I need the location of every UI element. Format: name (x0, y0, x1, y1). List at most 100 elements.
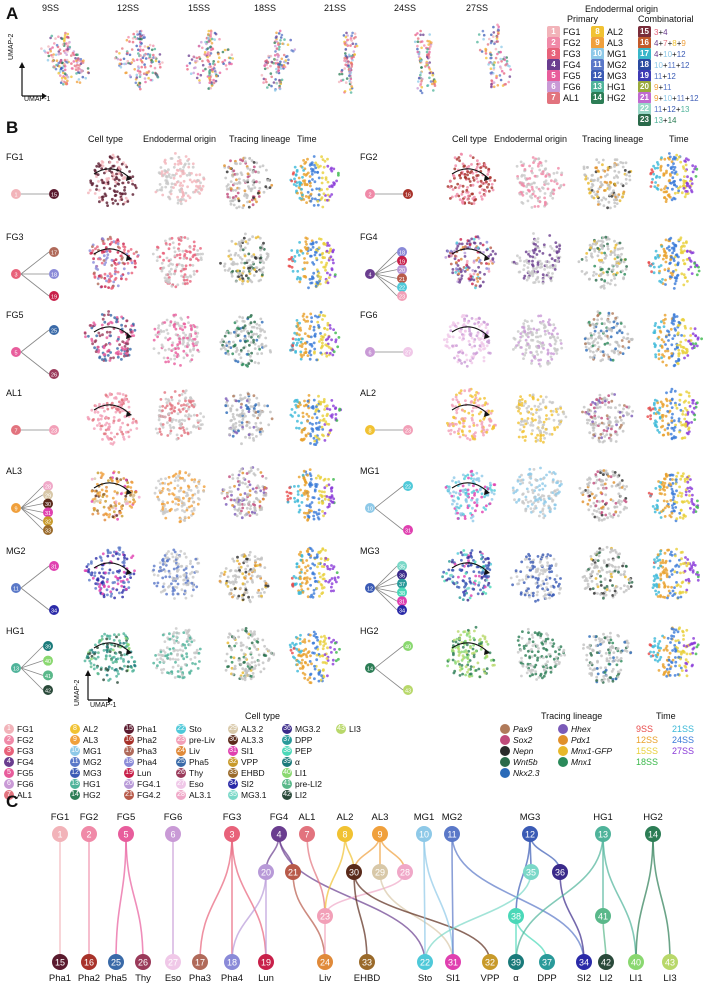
umap-point (594, 323, 598, 327)
umap-point (116, 270, 120, 274)
combo-plus: + (662, 115, 668, 125)
umap-point (130, 271, 134, 275)
umap-point (96, 268, 100, 271)
umap-point (239, 413, 242, 417)
umap-point (201, 184, 205, 188)
umap-point (673, 183, 677, 187)
umap-point (352, 55, 355, 59)
umap-point (674, 156, 677, 160)
umap-point (189, 72, 193, 75)
umap-point (178, 256, 182, 260)
umap-point (127, 405, 131, 409)
umap-point (151, 71, 155, 75)
combo-plus: + (672, 49, 677, 59)
umap-point (466, 198, 470, 201)
umap-point (312, 155, 316, 158)
umap-point (694, 175, 698, 178)
umap-point (493, 61, 497, 64)
umap-point (225, 170, 229, 174)
umap-point (303, 332, 307, 335)
umap-point (350, 34, 354, 37)
umap-point (312, 271, 316, 275)
umap-point (70, 54, 73, 57)
umap-point (428, 33, 432, 36)
umap-point (323, 439, 327, 442)
umap-point (454, 164, 458, 168)
umap-point (689, 327, 693, 330)
umap-point (466, 321, 470, 325)
umap-point (314, 251, 318, 254)
umap-point (234, 421, 238, 425)
umap-point (110, 170, 113, 174)
umap-point (613, 248, 617, 252)
umap-point (483, 272, 486, 276)
umap-point (92, 261, 95, 264)
umap-point (325, 407, 329, 411)
umap-point (238, 423, 242, 427)
umap-point (277, 43, 280, 46)
umap-point (269, 54, 273, 58)
umap-point (249, 354, 252, 358)
umap-point (284, 59, 288, 62)
umap-point (552, 172, 556, 175)
umap-point (670, 255, 673, 259)
umap-point (321, 341, 324, 345)
umap-point (104, 246, 108, 249)
umap-point (259, 421, 263, 425)
umap-point (596, 318, 599, 322)
umap-point (679, 160, 683, 164)
primary-legend-item: 13 HG1 (591, 81, 626, 93)
panel-a-legend-title: Endodermal origin (585, 4, 659, 14)
umap-point (154, 190, 158, 194)
umap-point (549, 352, 553, 355)
legend-badge: 18 (638, 59, 651, 71)
umap-point (420, 91, 424, 95)
umap-point (671, 337, 675, 340)
umap-point (290, 265, 294, 269)
umap-point (471, 197, 475, 200)
umap-point (309, 192, 313, 196)
umap-point (552, 352, 555, 356)
umap-point (444, 256, 448, 259)
umap-point (121, 47, 124, 50)
umap-point (656, 163, 660, 166)
umap-point (355, 44, 359, 48)
legend-label: HG2 (607, 93, 626, 103)
legend-badge: 7 (547, 92, 560, 104)
umap-point (249, 263, 253, 267)
umap-point (57, 61, 60, 65)
umap-point (173, 390, 177, 393)
umap-point (229, 257, 233, 261)
umap-point (469, 358, 473, 362)
umap-point (121, 421, 124, 425)
umap-point (43, 49, 46, 53)
umap-point (474, 286, 477, 290)
umap-point (61, 61, 64, 65)
umap-point (666, 349, 670, 353)
umap-point (606, 327, 610, 330)
umap-point (299, 350, 303, 354)
umap-point (476, 180, 480, 184)
umap-point (562, 183, 566, 187)
umap-point (654, 353, 657, 356)
umap-point (296, 251, 299, 254)
umap-point (538, 200, 542, 204)
umap-point (658, 269, 661, 273)
umap-point (475, 177, 478, 180)
umap-point (675, 153, 679, 157)
umap-point (242, 326, 245, 330)
umap-point (324, 420, 328, 424)
umap-point (214, 79, 218, 83)
umap-point (331, 258, 335, 262)
umap-point (294, 349, 297, 353)
umap-point (551, 329, 555, 332)
umap-point (265, 80, 268, 84)
umap-point (651, 262, 655, 265)
umap-point (243, 396, 247, 399)
umap-point (149, 78, 153, 82)
umap-point (553, 264, 557, 267)
umap-point (334, 407, 337, 410)
umap-point (330, 338, 333, 342)
umap-point (685, 348, 689, 351)
umap-point (647, 261, 651, 264)
